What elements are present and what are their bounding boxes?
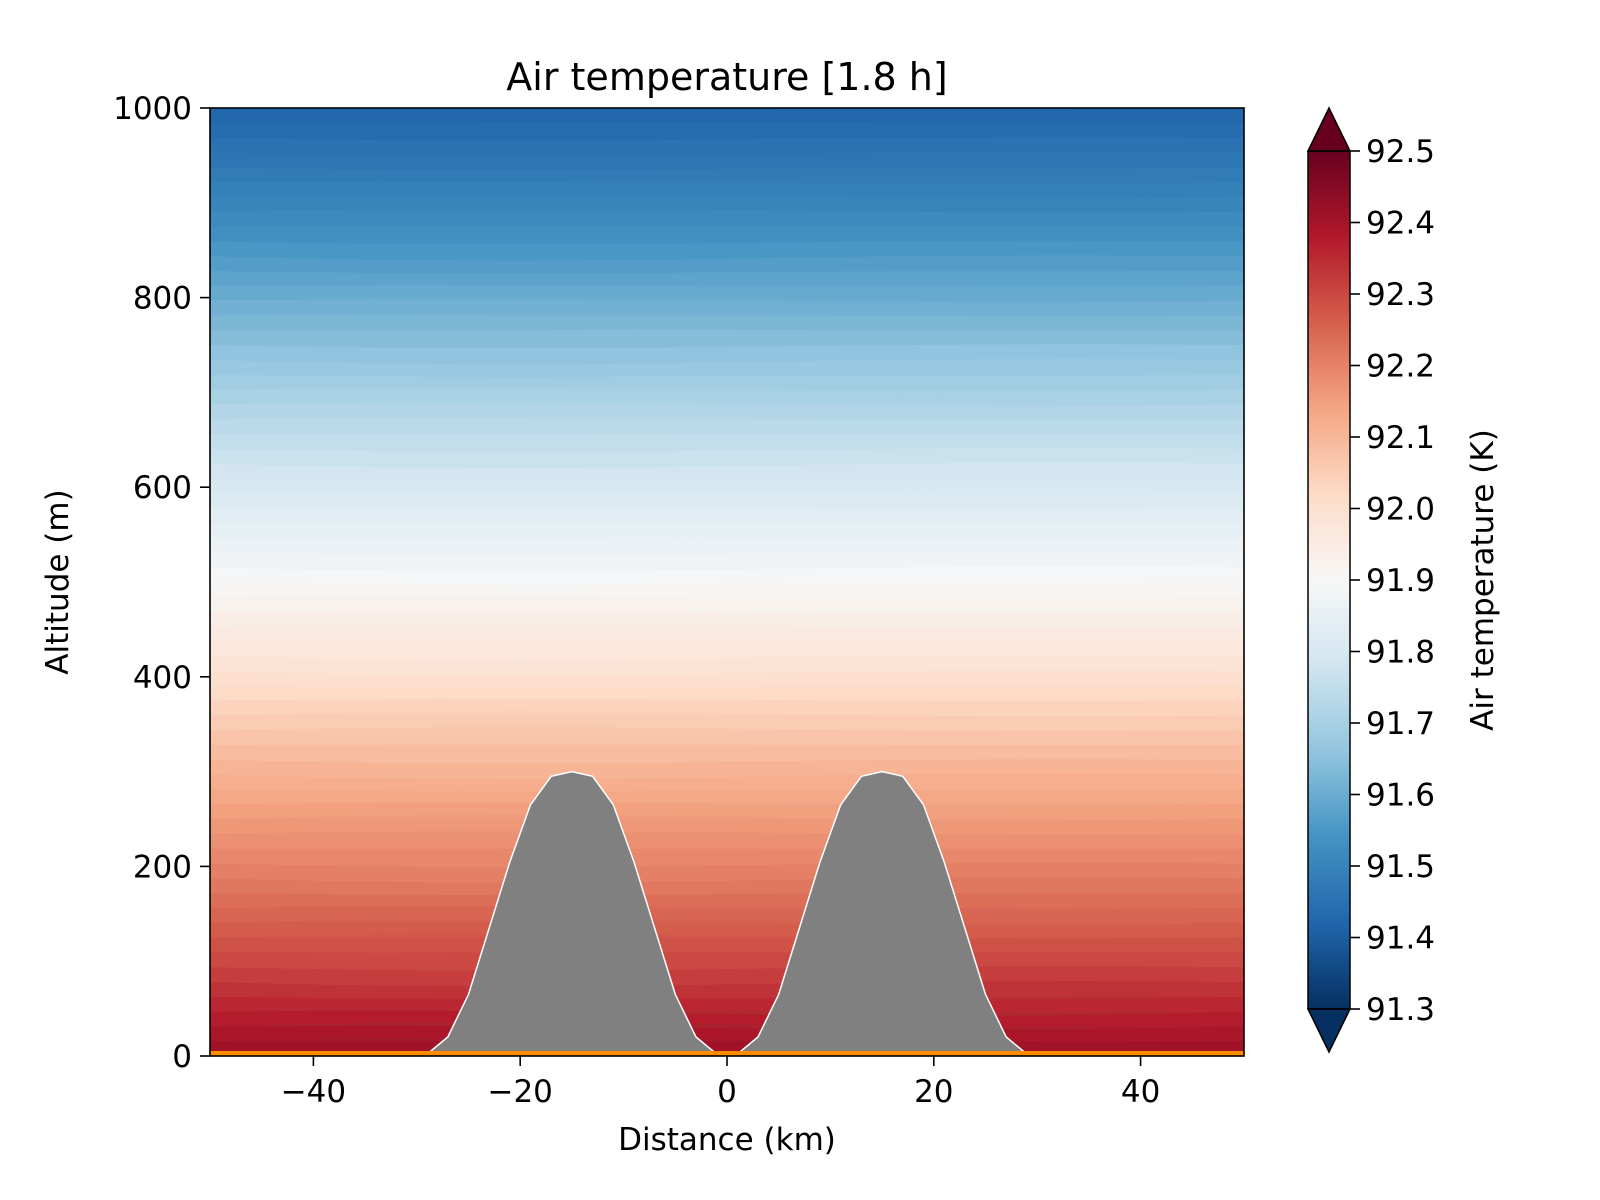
colorbar-tick-label: 92.5	[1366, 134, 1435, 170]
colorbar-extend-min	[1306, 1008, 1352, 1054]
colorbar-extend-max	[1306, 106, 1352, 152]
contour-band	[210, 403, 1244, 420]
y-tick-label: 800	[133, 281, 192, 317]
contour-band	[210, 699, 1244, 717]
contour-band	[210, 581, 1244, 598]
colorbar-body	[1308, 151, 1350, 1009]
contour-band	[210, 803, 1244, 820]
colorbar-tick-label: 91.8	[1366, 635, 1435, 671]
y-axis: 0 200 400 600 800 1000	[113, 91, 210, 1075]
contour-band	[210, 996, 1244, 1012]
contour-band	[210, 937, 1244, 953]
colorbar-tick-label: 92.4	[1366, 206, 1435, 242]
colorbar: 91.3 91.4 91.5 91.6 91.7 91.8 91.9 92.0 92.1 92.2…	[1306, 106, 1501, 1054]
x-tick-label: −40	[281, 1074, 346, 1110]
contour-band	[210, 181, 1244, 198]
contour-band	[210, 270, 1244, 287]
y-axis-label: Altitude (m)	[40, 489, 76, 674]
x-tick-label: 40	[1121, 1074, 1160, 1110]
contour-band	[210, 374, 1244, 390]
y-tick-label: 200	[133, 849, 192, 885]
contour-band	[210, 315, 1244, 331]
x-tick-label: 0	[717, 1074, 737, 1110]
contour-band	[210, 730, 1244, 745]
contour-band	[210, 685, 1244, 701]
x-tick-label: −20	[487, 1074, 552, 1110]
ground-line	[210, 1051, 1244, 1056]
contour-band	[210, 637, 1244, 660]
chart-title: Air temperature [1.8 h]	[506, 55, 947, 99]
x-tick-label: 20	[914, 1074, 953, 1110]
colorbar-tick-label: 91.9	[1366, 563, 1435, 599]
y-tick-label: 0	[172, 1039, 192, 1075]
contour-bands	[210, 108, 1244, 1056]
colorbar-tick-label: 92.3	[1366, 277, 1435, 313]
contour-band	[210, 596, 1244, 613]
contour-band	[210, 388, 1244, 406]
x-axis: −40 −20 0 20 40	[281, 1056, 1160, 1110]
contour-band	[210, 327, 1244, 349]
y-tick-label: 400	[133, 660, 192, 696]
colorbar-label: Air temperature (K)	[1465, 429, 1501, 731]
contour-band	[210, 892, 1244, 909]
contour-band	[210, 299, 1244, 317]
colorbar-tick-label: 92.1	[1366, 420, 1435, 456]
colorbar-tick-label: 92.0	[1366, 492, 1435, 528]
contour-band	[210, 223, 1244, 245]
contour-band	[210, 922, 1244, 939]
contour-band	[210, 845, 1244, 867]
contour-band	[210, 478, 1244, 494]
x-axis-label: Distance (km)	[618, 1122, 836, 1158]
contour-band	[210, 610, 1244, 628]
colorbar-ticks: 91.3 91.4 91.5 91.6 91.7 91.8 91.9 92.0 92.1 92.2…	[1350, 134, 1435, 1028]
contour-band	[210, 119, 1244, 141]
contour-band	[210, 196, 1244, 213]
colorbar-tick-label: 91.6	[1366, 778, 1435, 814]
contour-band	[210, 492, 1244, 509]
terrain-mountains	[210, 770, 1244, 1056]
contour-band	[210, 284, 1244, 302]
contour-band	[210, 430, 1244, 452]
colorbar-tick-label: 92.2	[1366, 349, 1435, 385]
colorbar-tick-label: 91.7	[1366, 706, 1435, 742]
contour-band	[210, 818, 1244, 835]
colorbar-tick-label: 91.4	[1366, 921, 1435, 957]
y-tick-label: 1000	[113, 91, 192, 127]
contour-band	[210, 714, 1244, 731]
plot-area	[210, 108, 1244, 1056]
contour-band	[210, 108, 1244, 123]
contour-band	[210, 907, 1244, 924]
contour-band	[210, 626, 1244, 642]
y-tick-label: 600	[133, 470, 192, 506]
contour-band	[210, 534, 1244, 556]
colorbar-tick-label: 91.5	[1366, 849, 1435, 885]
contour-band	[210, 418, 1244, 434]
contour-band	[210, 833, 1244, 849]
contour-band	[210, 948, 1244, 971]
contour-band	[210, 211, 1244, 227]
colorbar-tick-label: 91.3	[1366, 992, 1435, 1028]
contour-band	[210, 789, 1244, 805]
contour-band	[210, 507, 1244, 524]
contour-band	[210, 741, 1244, 764]
contour-band	[210, 166, 1244, 183]
contour-band	[210, 522, 1244, 538]
